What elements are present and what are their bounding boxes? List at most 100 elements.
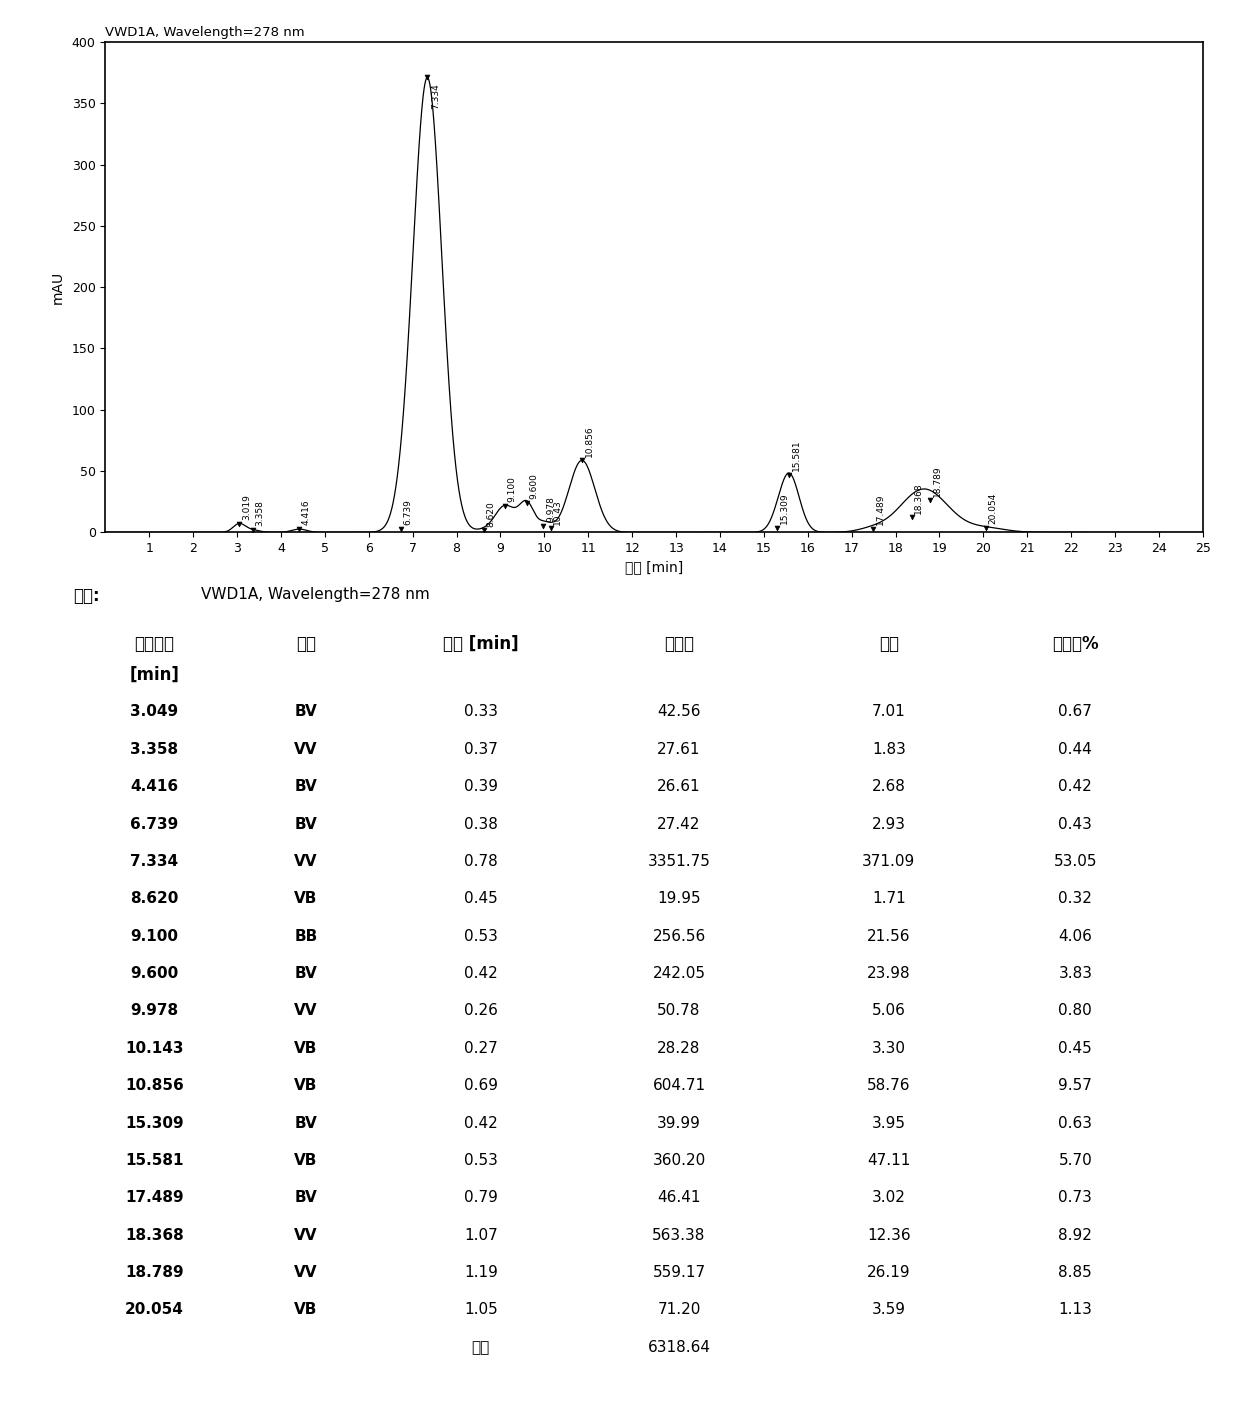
- Text: 3.30: 3.30: [872, 1041, 906, 1056]
- Text: 8.92: 8.92: [1059, 1227, 1092, 1243]
- Text: 9.100: 9.100: [507, 476, 517, 503]
- Text: 360.20: 360.20: [652, 1153, 706, 1168]
- Text: 8.620: 8.620: [486, 500, 496, 527]
- Text: 27.42: 27.42: [657, 817, 701, 832]
- Text: 46.41: 46.41: [657, 1191, 701, 1205]
- Text: 3.358: 3.358: [130, 741, 179, 757]
- Text: 3.95: 3.95: [872, 1115, 906, 1131]
- Text: 15.309: 15.309: [125, 1115, 184, 1131]
- Text: 20.054: 20.054: [125, 1303, 184, 1317]
- Text: 3.019: 3.019: [242, 495, 250, 520]
- Text: 0.27: 0.27: [464, 1041, 497, 1056]
- Y-axis label: mAU: mAU: [51, 270, 64, 304]
- Text: 0.73: 0.73: [1059, 1191, 1092, 1205]
- Text: 1.05: 1.05: [464, 1303, 497, 1317]
- Text: 9.57: 9.57: [1059, 1079, 1092, 1093]
- Text: 峰面积: 峰面积: [665, 636, 694, 653]
- Text: 18.368: 18.368: [125, 1227, 184, 1243]
- Text: VV: VV: [294, 1227, 317, 1243]
- Text: 9.978: 9.978: [130, 1003, 179, 1019]
- Text: 12.36: 12.36: [867, 1227, 910, 1243]
- Text: 23.98: 23.98: [867, 967, 910, 981]
- Text: 1.71: 1.71: [872, 891, 905, 906]
- Text: 0.53: 0.53: [464, 1153, 497, 1168]
- Text: 信号:: 信号:: [73, 587, 99, 605]
- Text: 0.39: 0.39: [464, 779, 498, 794]
- Text: 0.38: 0.38: [464, 817, 497, 832]
- Text: VWD1A, Wavelength=278 nm: VWD1A, Wavelength=278 nm: [105, 27, 305, 39]
- Text: BV: BV: [295, 1115, 317, 1131]
- Text: VB: VB: [294, 1153, 317, 1168]
- Text: VB: VB: [294, 1041, 317, 1056]
- Text: 47.11: 47.11: [867, 1153, 910, 1168]
- Text: 27.61: 27.61: [657, 741, 701, 757]
- Text: VB: VB: [294, 1303, 317, 1317]
- Text: 1.07: 1.07: [464, 1227, 497, 1243]
- Text: VB: VB: [294, 891, 317, 906]
- Text: 保留时间: 保留时间: [134, 636, 175, 653]
- Text: 6.739: 6.739: [130, 817, 179, 832]
- Text: 3.83: 3.83: [1058, 967, 1092, 981]
- Text: 8.620: 8.620: [130, 891, 179, 906]
- Text: 15.581: 15.581: [792, 440, 801, 471]
- Text: 0.44: 0.44: [1059, 741, 1092, 757]
- Text: 0.53: 0.53: [464, 929, 497, 944]
- Text: 0.43: 0.43: [1059, 817, 1092, 832]
- Text: 4.06: 4.06: [1059, 929, 1092, 944]
- Text: 7.334: 7.334: [430, 84, 440, 109]
- Text: 0.80: 0.80: [1059, 1003, 1092, 1019]
- Text: VV: VV: [294, 1265, 317, 1281]
- Text: 563.38: 563.38: [652, 1227, 706, 1243]
- Text: 1.83: 1.83: [872, 741, 905, 757]
- Text: 6.739: 6.739: [404, 499, 413, 525]
- Text: 18.789: 18.789: [125, 1265, 184, 1281]
- Text: 20.054: 20.054: [988, 493, 997, 524]
- Text: 371.09: 371.09: [862, 855, 915, 869]
- Text: 21.56: 21.56: [867, 929, 910, 944]
- Text: 39.99: 39.99: [657, 1115, 701, 1131]
- Text: 42.56: 42.56: [657, 705, 701, 720]
- Text: 9.600: 9.600: [130, 967, 179, 981]
- Text: 559.17: 559.17: [652, 1265, 706, 1281]
- Text: 58.76: 58.76: [867, 1079, 910, 1093]
- Text: 18.789: 18.789: [932, 465, 942, 496]
- Text: 604.71: 604.71: [652, 1079, 706, 1093]
- Text: 4.416: 4.416: [301, 500, 311, 525]
- Text: 15.581: 15.581: [125, 1153, 184, 1168]
- Text: 26.19: 26.19: [867, 1265, 910, 1281]
- Text: VB: VB: [294, 1079, 317, 1093]
- Text: VV: VV: [294, 741, 317, 757]
- Text: 0.79: 0.79: [464, 1191, 497, 1205]
- Text: 3.358: 3.358: [255, 500, 264, 527]
- Text: 0.45: 0.45: [464, 891, 497, 906]
- Text: 5.06: 5.06: [872, 1003, 905, 1019]
- Text: 28.28: 28.28: [657, 1041, 701, 1056]
- Text: 5.70: 5.70: [1059, 1153, 1092, 1168]
- Text: VV: VV: [294, 1003, 317, 1019]
- Text: 峰宽 [min]: 峰宽 [min]: [443, 636, 518, 653]
- Text: 8.85: 8.85: [1059, 1265, 1092, 1281]
- Text: 7.334: 7.334: [130, 855, 179, 869]
- Text: BV: BV: [295, 967, 317, 981]
- Text: 0.26: 0.26: [464, 1003, 497, 1019]
- Text: BB: BB: [294, 929, 317, 944]
- Text: 0.69: 0.69: [464, 1079, 498, 1093]
- Text: BV: BV: [295, 705, 317, 720]
- Text: 26.61: 26.61: [657, 779, 701, 794]
- Text: 4.416: 4.416: [130, 779, 179, 794]
- Text: 18.368: 18.368: [914, 482, 924, 514]
- Text: VV: VV: [294, 855, 317, 869]
- Text: 总和: 总和: [471, 1339, 490, 1355]
- Text: 1.13: 1.13: [1059, 1303, 1092, 1317]
- Text: BV: BV: [295, 1191, 317, 1205]
- Text: 242.05: 242.05: [652, 967, 706, 981]
- Text: 9.600: 9.600: [529, 474, 538, 499]
- Text: 9.978: 9.978: [546, 496, 556, 523]
- Text: 3.02: 3.02: [872, 1191, 905, 1205]
- Text: 17.489: 17.489: [125, 1191, 184, 1205]
- Text: 9.100: 9.100: [130, 929, 179, 944]
- Text: 17.489: 17.489: [875, 493, 884, 525]
- Text: 50.78: 50.78: [657, 1003, 701, 1019]
- Text: 19.95: 19.95: [657, 891, 701, 906]
- Text: 3.59: 3.59: [872, 1303, 906, 1317]
